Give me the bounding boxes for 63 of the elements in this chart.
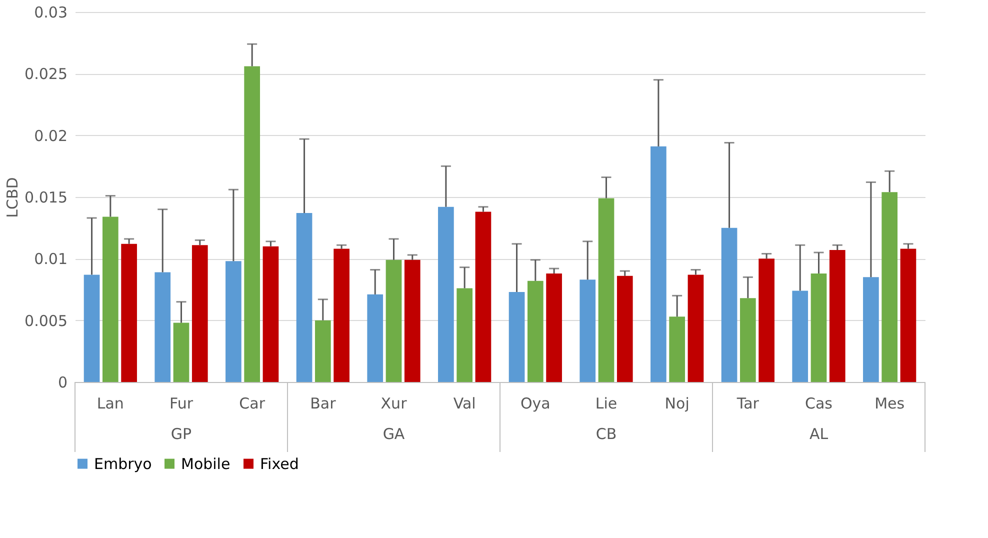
x-tick-label: Oya bbox=[520, 394, 550, 412]
bar bbox=[475, 212, 492, 382]
x-tick-label: Val bbox=[453, 394, 476, 412]
x-tick-label: Fur bbox=[170, 394, 194, 412]
bar bbox=[810, 273, 827, 382]
text: GP bbox=[170, 425, 192, 443]
y-tick-label: 0.01 bbox=[34, 250, 68, 268]
bar bbox=[173, 322, 190, 382]
bar bbox=[226, 261, 242, 382]
bar bbox=[580, 280, 596, 382]
bar bbox=[863, 277, 879, 382]
y-tick-label: 0 bbox=[58, 374, 68, 392]
x-tick-label: Noj bbox=[664, 394, 690, 412]
bar bbox=[598, 198, 614, 382]
text: CB bbox=[596, 425, 617, 443]
bar bbox=[650, 146, 666, 382]
bar bbox=[84, 274, 100, 382]
bar bbox=[314, 320, 331, 382]
y-tick-label: 0.005 bbox=[24, 312, 68, 330]
bar bbox=[616, 276, 633, 382]
y-tick-label: 0.03 bbox=[34, 4, 68, 22]
x-tick-label: Tar bbox=[736, 394, 760, 412]
bar bbox=[121, 244, 137, 382]
bar bbox=[740, 298, 756, 382]
bar bbox=[900, 248, 916, 382]
bar bbox=[102, 216, 118, 382]
bar bbox=[367, 294, 384, 382]
bar bbox=[721, 228, 738, 382]
x-tick-label: Car bbox=[239, 394, 266, 412]
y-tick-label: 0.025 bbox=[24, 65, 68, 84]
bar bbox=[386, 260, 402, 382]
y-tick-label: 0.02 bbox=[34, 126, 68, 145]
x-tick-label: Cas bbox=[805, 394, 833, 412]
bar bbox=[669, 316, 686, 382]
bar bbox=[438, 206, 454, 382]
legend-label: Fixed bbox=[260, 454, 299, 473]
bar bbox=[192, 245, 208, 382]
x-tick-label: Bar bbox=[310, 394, 337, 412]
legend-label: Embryo bbox=[94, 454, 152, 473]
bar bbox=[244, 66, 260, 382]
bar bbox=[404, 260, 420, 382]
bar bbox=[334, 248, 350, 382]
y-axis-title: LCBD bbox=[4, 177, 22, 218]
bar bbox=[154, 272, 171, 382]
x-tick-label: Mes bbox=[874, 394, 905, 412]
bar bbox=[508, 292, 525, 382]
bar bbox=[262, 246, 279, 382]
x-tick-label: Xur bbox=[380, 394, 408, 412]
y-tick-label: 0.015 bbox=[24, 188, 68, 206]
bar bbox=[527, 280, 544, 382]
legend-label: Mobile bbox=[181, 454, 230, 473]
bar bbox=[546, 273, 562, 382]
bar bbox=[456, 288, 473, 382]
text: GA bbox=[382, 425, 406, 443]
bar bbox=[829, 250, 846, 382]
bar bbox=[688, 274, 704, 382]
bar bbox=[296, 213, 312, 382]
bar bbox=[792, 290, 808, 382]
text: AL bbox=[809, 425, 829, 443]
x-tick-label: Lan bbox=[96, 394, 124, 412]
x-tick-label: Lie bbox=[595, 394, 618, 412]
bar bbox=[758, 258, 774, 382]
bar bbox=[882, 192, 898, 382]
